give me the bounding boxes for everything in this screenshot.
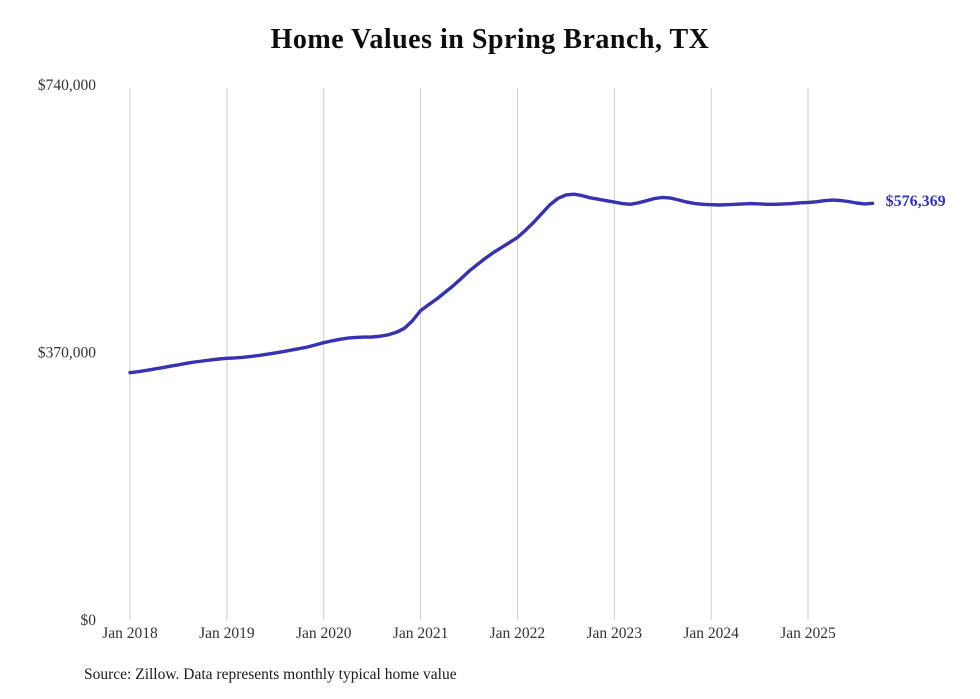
x-tick-label: Jan 2024 bbox=[683, 625, 739, 642]
x-tick-label: Jan 2019 bbox=[199, 625, 255, 642]
x-tick-label: Jan 2020 bbox=[296, 625, 352, 642]
value-line bbox=[128, 192, 875, 375]
chart-title: Home Values in Spring Branch, TX bbox=[270, 24, 710, 55]
latest-value-label: $576,369 bbox=[885, 193, 946, 211]
chart-svg: Jan 2018 Jan 2019 Jan 2020 Jan 2021 Jan 2022… bbox=[38, 77, 875, 642]
x-tick-label: Jan 2022 bbox=[490, 625, 546, 642]
y-tick-label: $370,000 bbox=[38, 345, 96, 362]
chart-area: Jan 2018 Jan 2019 Jan 2020 Jan 2021 Jan 2022… bbox=[38, 77, 946, 642]
y-tick-label: $740,000 bbox=[38, 77, 96, 94]
source-note: Source: Zillow. Data represents monthly … bbox=[84, 666, 457, 683]
x-tick-label: Jan 2018 bbox=[102, 625, 158, 642]
y-tick-label: $0 bbox=[81, 612, 97, 629]
x-tick-label: Jan 2023 bbox=[587, 625, 643, 642]
x-tick-label: Jan 2025 bbox=[780, 625, 836, 642]
x-tick-label: Jan 2021 bbox=[393, 625, 449, 642]
